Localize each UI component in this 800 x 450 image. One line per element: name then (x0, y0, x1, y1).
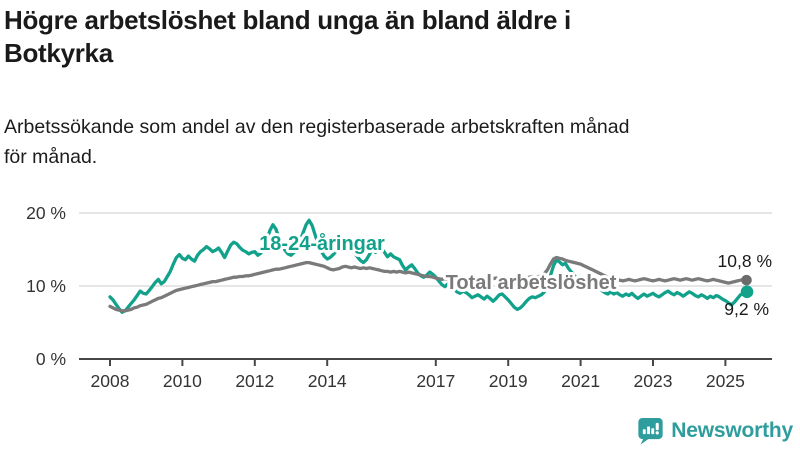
x-axis-label-2008: 2008 (91, 371, 130, 391)
page-title: Högre arbetslöshet bland unga än bland ä… (4, 4, 784, 70)
end-dot-total (741, 274, 752, 286)
page-subtitle-line-1: Arbetssökande som andel av den registerb… (4, 116, 630, 138)
y-axis-label-10: 10 % (26, 276, 66, 296)
exclamation-dot (655, 431, 660, 435)
y-axis-label-0: 0 % (36, 349, 66, 369)
newsworthy-logo-icon (638, 417, 663, 445)
end-value-label-youth: 9,2 % (724, 299, 769, 319)
series-line-youth (108, 218, 749, 314)
y-axis-label-20: 20 % (26, 203, 66, 223)
newsworthy-logo: Newsworthy (637, 417, 793, 445)
page-subtitle-line-2: för månad. (4, 146, 98, 168)
page-title-line-1: Högre arbetslöshet bland unga än bland ä… (4, 5, 571, 35)
x-axis-label-2014: 2014 (308, 371, 347, 391)
series-label-youth: 18-24-åringar (259, 232, 385, 255)
page-title-line-2: Botkyrka (4, 38, 113, 68)
end-value-label-total: 10,8 % (718, 251, 772, 271)
newsworthy-logo-text: Newsworthy (671, 419, 793, 442)
exclamation-bar (656, 422, 660, 431)
series-line-total (108, 255, 749, 313)
x-axis-label-2025: 2025 (706, 371, 745, 391)
speech-bubble-shape (638, 417, 663, 445)
x-axis-label-2021: 2021 (561, 371, 600, 391)
x-axis-label-2010: 2010 (163, 371, 202, 391)
x-axis-label-2017: 2017 (416, 371, 455, 391)
x-axis-label-2012: 2012 (235, 371, 274, 391)
x-axis-label-2019: 2019 (489, 371, 528, 391)
end-dot-youth (740, 285, 754, 299)
page-subtitle: Arbetssökande som andel av den registerb… (4, 112, 784, 172)
bar-chart-glyph (643, 422, 660, 435)
series-label-total: Total arbetslöshet (446, 272, 617, 294)
x-axis-label-2023: 2023 (634, 371, 673, 391)
